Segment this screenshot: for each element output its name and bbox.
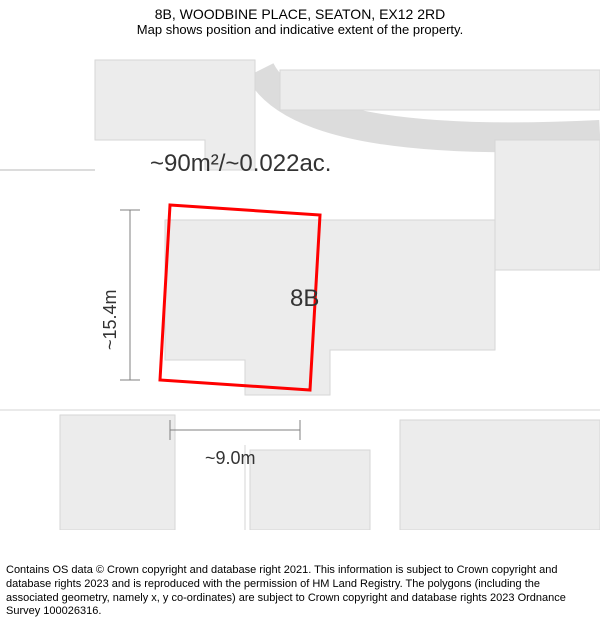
header-subtitle: Map shows position and indicative extent…: [0, 22, 600, 37]
dim-horizontal-label: ~9.0m: [205, 448, 256, 469]
page-root: 8B, WOODBINE PLACE, SEATON, EX12 2RD Map…: [0, 0, 600, 625]
dim-vertical-label: ~15.4m: [100, 289, 121, 350]
area-label: ~90m²/~0.022ac.: [150, 150, 331, 178]
map-area: ~90m²/~0.022ac. 8B ~15.4m ~9.0m: [0, 40, 600, 530]
header-title: 8B, WOODBINE PLACE, SEATON, EX12 2RD: [0, 6, 600, 22]
plot-label: 8B: [290, 285, 319, 313]
footer-text: Contains OS data © Crown copyright and d…: [6, 564, 594, 619]
header: 8B, WOODBINE PLACE, SEATON, EX12 2RD Map…: [0, 0, 600, 37]
